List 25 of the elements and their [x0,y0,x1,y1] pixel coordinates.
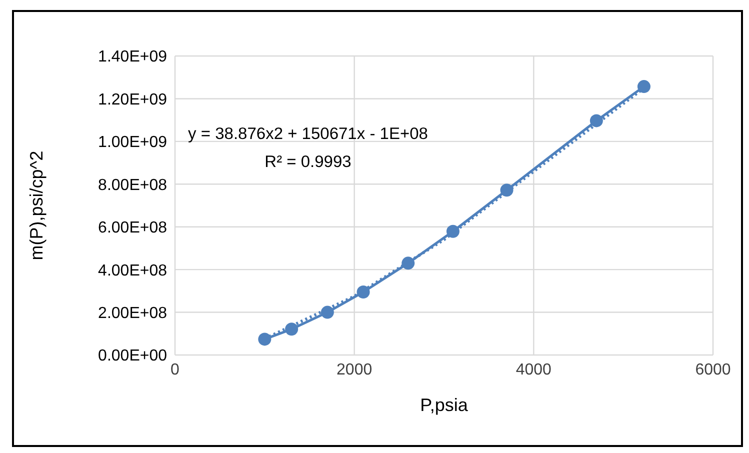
point [446,224,460,238]
y-tick-label: 1.00E+09 [98,134,168,152]
point [590,114,603,128]
point [356,285,370,298]
y-tick-label: 8.00E+08 [98,176,168,194]
point [285,322,298,336]
y-axis-title: m(P),psi/cp^2 [26,150,46,260]
y-tick-label: 1.20E+09 [98,91,168,108]
x-tick-label: 6000 [695,361,731,378]
point [637,80,650,94]
annotation: R² = 0.9993 [264,153,352,171]
y-tick-label: 6.00E+08 [98,220,168,237]
y-tick-label: 4.00E+08 [98,262,168,280]
point [258,332,272,346]
point [320,306,334,319]
x-tick-label: 2000 [336,361,372,378]
x-tick-label: 4000 [516,361,552,378]
point [402,256,415,270]
x-axis-title: P,psia [420,395,469,415]
y-tick-label: 1.40E+09 [98,48,168,66]
x-tick-label: 0 [170,361,180,378]
point [500,184,514,197]
y-tick-label: 2.00E+08 [98,304,168,322]
annotation: y = 38.876x2 + 150671x - 1E+08 [188,125,428,143]
y-tick-label: 0.00E+00 [98,348,168,365]
